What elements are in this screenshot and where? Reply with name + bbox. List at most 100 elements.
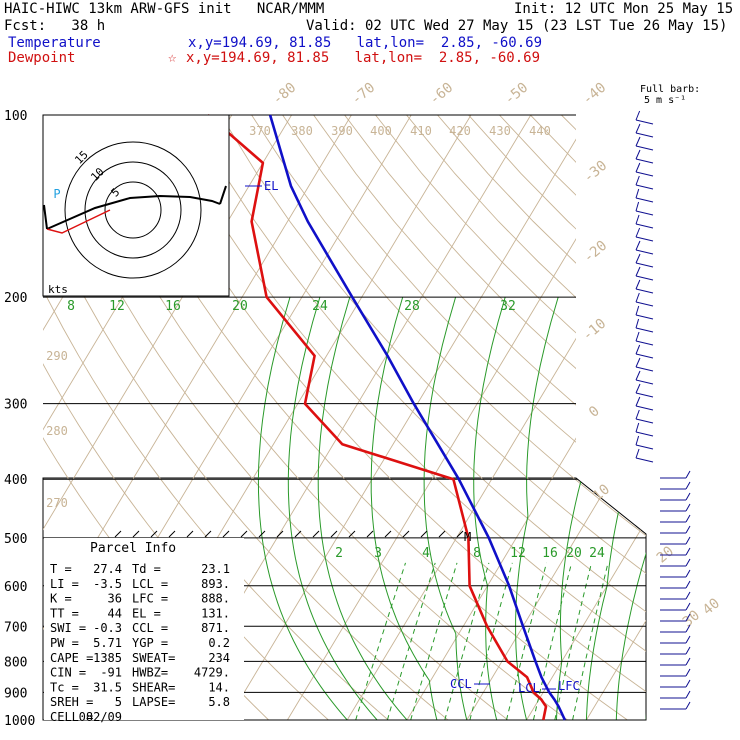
wind-barb-flag <box>635 292 640 303</box>
isotherm-label: 0 <box>586 403 603 421</box>
hatch-mark <box>150 530 158 538</box>
wind-barb-flag <box>685 668 691 677</box>
mixing-ratio-line <box>386 562 436 720</box>
parcel-field-label: K = <box>50 592 72 606</box>
wind-barb-flag <box>685 657 691 666</box>
pressure-label: 900 <box>4 686 27 701</box>
parcel-field-label: SWEAT= <box>132 651 175 665</box>
parcel-field-label: CIN = <box>50 666 86 680</box>
isotherm-line <box>586 115 646 720</box>
dry-adiabat <box>375 115 646 720</box>
wind-barb-flag <box>635 201 640 212</box>
wind-barb-flag <box>685 602 691 611</box>
dewpoint-legend: Dewpoint <box>8 50 76 66</box>
wind-barb-flag <box>685 701 691 710</box>
mixing-ratio-label: 20 <box>232 299 248 314</box>
isotherm-line <box>526 115 646 720</box>
dewpoint-location: x,y=194.69, 81.85 lat,lon= 2.85, -60.69 <box>186 50 541 66</box>
wind-barb-shaft <box>635 431 654 437</box>
wind-barb-flag <box>635 240 641 251</box>
wind-barb-shaft <box>635 236 654 242</box>
mixing-ratio-line <box>355 562 406 720</box>
hatch-mark <box>294 530 302 538</box>
parcel-field-label: YGP = <box>132 636 168 650</box>
isotherm-line <box>346 115 646 720</box>
wind-barb-shaft <box>635 457 654 463</box>
hodograph-ring <box>84 161 182 259</box>
hatch-mark <box>222 530 230 538</box>
mixing-ratio-label: 28 <box>404 299 420 314</box>
wind-barb-flag <box>685 558 691 567</box>
pressure-label: 1000 <box>4 714 35 729</box>
wind-barb-shaft <box>635 288 654 294</box>
hatch-mark <box>114 530 122 538</box>
wind-barb-flag <box>635 123 641 134</box>
parcel-field-label: SHEAR= <box>132 680 175 694</box>
parcel-field-value: 1385 <box>93 651 122 665</box>
wind-barb-flag <box>635 331 640 342</box>
storm-motion-marker: P <box>53 187 60 201</box>
hodograph-units: kts <box>48 283 68 296</box>
dry-adiabat <box>251 115 646 720</box>
wind-barb-flag <box>635 305 640 316</box>
mixing-ratio-label: 24 <box>312 299 328 314</box>
isotherm-line <box>227 115 591 720</box>
dry-adiabat <box>530 115 646 720</box>
mixing-ratio-label: 16 <box>542 546 558 561</box>
wind-barb-shaft <box>635 132 654 138</box>
dry-adiabat <box>127 115 646 720</box>
wind-barb-flag <box>685 470 691 479</box>
isotherm-label: 10 <box>590 481 613 504</box>
theta-label: 400 <box>370 124 392 138</box>
wind-barb-shaft <box>635 405 654 411</box>
wind-barb-flag <box>635 396 641 407</box>
parcel-field-label: T = <box>50 562 72 576</box>
mixing-ratio-label: 16 <box>165 299 181 314</box>
moist-adiabat <box>615 296 646 720</box>
parcel-field-value: 893. <box>201 577 230 591</box>
mixing-ratio-line <box>506 562 547 720</box>
hatch-mark <box>168 530 176 538</box>
wind-barb-shaft <box>635 262 654 268</box>
dry-adiabat <box>468 115 646 720</box>
parcel-field-value: 27.4 <box>93 562 122 576</box>
theta-label: 410 <box>410 124 432 138</box>
wind-barb-flag <box>685 514 691 523</box>
hatch-mark <box>366 530 374 538</box>
parcel-field-label: SWI = <box>50 621 86 635</box>
wind-barb-shaft <box>635 418 654 424</box>
valid-time: Valid: 02 UTC Wed 27 May 15 (23 LST Tue … <box>306 18 728 34</box>
model-title: HAIC-HIWC 13km ARW-GFS init NCAR/MMM <box>4 1 325 17</box>
dry-adiabat <box>220 115 646 720</box>
moist-adiabat <box>645 296 646 720</box>
wind-barb-flag <box>635 227 641 238</box>
init-time: Init: 12 UTC Mon 25 May 15 <box>514 1 734 17</box>
parcel-field-value: 14. <box>208 680 230 694</box>
wind-barb-flag <box>685 536 691 545</box>
wind-barb-flag <box>685 635 691 644</box>
theta-label: 370 <box>249 124 271 138</box>
wind-barb-flag <box>685 690 691 699</box>
theta-label: 390 <box>331 124 353 138</box>
theta-label: 280 <box>46 424 68 438</box>
temperature-location: x,y=194.69, 81.85 lat,lon= 2.85, -60.69 <box>188 35 543 51</box>
wind-barb-flag <box>635 149 641 160</box>
wind-barb-flag <box>635 448 640 459</box>
wind-barb-flag <box>685 591 691 600</box>
parcel-field-value: 5 <box>115 695 122 709</box>
mixing-ratio-label: 32 <box>500 299 516 314</box>
wind-barb-flag <box>635 162 641 173</box>
lower-frame <box>42 477 647 721</box>
wind-barb-shaft <box>635 444 654 450</box>
dry-adiabat <box>313 115 646 720</box>
parcel-field-label: LCL = <box>132 577 168 591</box>
isotherm-label: -20 <box>581 238 611 267</box>
dry-adiabat <box>561 115 646 720</box>
wind-barb-shaft <box>635 171 654 177</box>
wind-barb-shaft <box>635 184 654 190</box>
mixing-ratio-line <box>444 562 490 720</box>
isotherm-line <box>466 115 646 720</box>
mixing-ratio-line <box>554 562 592 720</box>
parcel-field-value: 31.5 <box>93 680 122 694</box>
